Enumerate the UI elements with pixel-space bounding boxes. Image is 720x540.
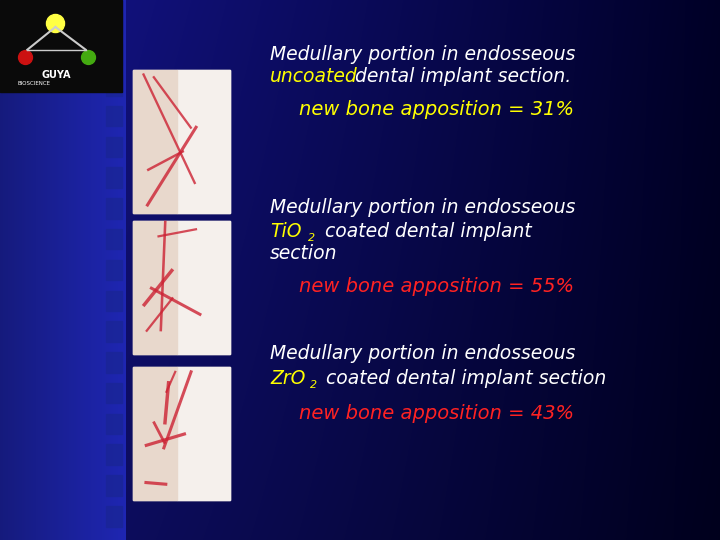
Text: section: section [270,244,338,264]
Bar [106,229,122,249]
Bar [177,367,230,500]
Text: 2: 2 [310,380,317,390]
Bar [106,352,122,373]
Text: new bone apposition = 31%: new bone apposition = 31% [299,99,574,119]
Text: coated dental implant: coated dental implant [319,221,531,241]
Bar [133,221,177,354]
Text: dental implant section.: dental implant section. [349,67,572,86]
Bar [133,367,177,500]
Bar [177,70,230,213]
Bar [106,383,122,403]
Bar [133,367,230,500]
Text: new bone apposition = 43%: new bone apposition = 43% [299,403,574,423]
Text: ZrO: ZrO [270,368,305,388]
Bar [0,0,122,92]
Bar [133,70,230,213]
Text: 2: 2 [308,233,315,243]
Text: coated dental implant section: coated dental implant section [320,368,607,388]
Bar [106,75,122,96]
Bar [106,167,122,188]
Text: GUYA: GUYA [42,70,71,79]
Bar [106,444,122,465]
Text: uncoated: uncoated [270,67,358,86]
Text: Medullary portion in endosseous: Medullary portion in endosseous [270,44,575,64]
Bar [106,44,122,65]
Text: Medullary portion in endosseous: Medullary portion in endosseous [270,198,575,218]
Bar [133,221,230,354]
Bar [106,14,122,34]
Bar [106,106,122,126]
Bar [106,198,122,219]
Bar [106,291,122,311]
Bar [106,414,122,434]
Bar [106,475,122,496]
Bar [106,321,122,342]
Text: TiO: TiO [270,221,302,241]
Bar [106,137,122,157]
Bar [177,221,230,354]
Bar [106,260,122,280]
Text: new bone apposition = 55%: new bone apposition = 55% [299,276,574,296]
Text: Medullary portion in endosseous: Medullary portion in endosseous [270,344,575,363]
Bar [133,70,177,213]
Text: BIOSCIENCE: BIOSCIENCE [18,81,51,86]
Bar [106,506,122,526]
